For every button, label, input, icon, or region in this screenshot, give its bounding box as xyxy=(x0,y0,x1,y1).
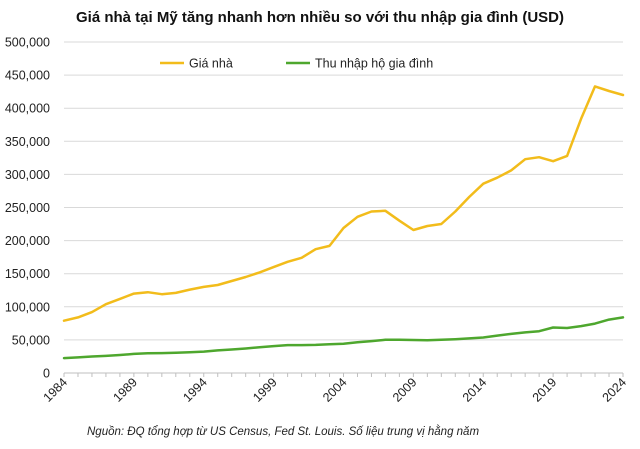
y-tick-label: 400,000 xyxy=(5,102,50,116)
y-tick-label: 0 xyxy=(43,367,50,381)
y-tick-label: 450,000 xyxy=(5,69,50,83)
legend-label-2: Thu nhập hộ gia đình xyxy=(315,57,433,71)
y-tick-label: 300,000 xyxy=(5,168,50,182)
x-tick-label: 2014 xyxy=(460,375,490,405)
x-tick-label: 1999 xyxy=(250,375,280,405)
series-lines xyxy=(62,85,625,360)
y-tick-label: 250,000 xyxy=(5,201,50,215)
gridlines xyxy=(64,41,623,341)
y-tick-label: 50,000 xyxy=(12,333,50,347)
y-tick-label: 500,000 xyxy=(5,36,50,50)
y-tick-label: 150,000 xyxy=(5,267,50,281)
x-tick-label: 2009 xyxy=(390,375,420,405)
source-note: Nguồn: ĐQ tổng hợp từ US Census, Fed St.… xyxy=(87,425,479,438)
legend-label-1: Giá nhà xyxy=(189,57,233,71)
x-tick-label: 2004 xyxy=(320,375,350,405)
y-tick-label: 100,000 xyxy=(5,300,50,314)
chart-title: Giá nhà tại Mỹ tăng nhanh hơn nhiều so v… xyxy=(76,9,564,26)
y-axis: 0 50,000 100,000 150,000 200,000 250,000 300,0… xyxy=(5,36,50,381)
x-tick-label: 2019 xyxy=(530,375,560,405)
y-tick-label: 350,000 xyxy=(5,135,50,149)
x-tick-label: 1989 xyxy=(110,375,140,405)
x-tick-label: 2024 xyxy=(600,375,630,405)
x-tick-label: 1994 xyxy=(180,375,210,405)
x-axis: 1984 1989 1994 1999 2004 2009 2014 2019 2024 xyxy=(41,372,630,405)
series-line-2 xyxy=(62,316,625,360)
series-line-1 xyxy=(62,85,625,322)
y-tick-label: 200,000 xyxy=(5,234,50,248)
legend: Giá nhà Thu nhập hộ gia đình xyxy=(160,57,433,71)
